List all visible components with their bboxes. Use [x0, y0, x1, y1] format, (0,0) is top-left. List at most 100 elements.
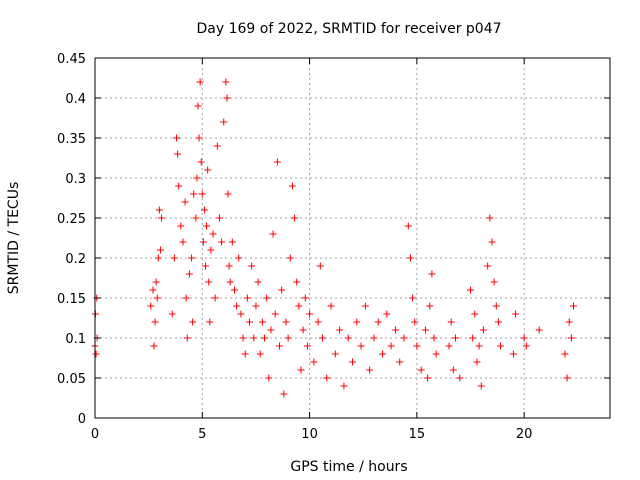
- data-point: [535, 326, 543, 334]
- data-point: [426, 302, 434, 310]
- plot-frame: [94, 57, 611, 419]
- data-point: [194, 102, 202, 110]
- data-point: [336, 326, 344, 334]
- data-point: [456, 374, 464, 382]
- data-point: [246, 318, 253, 326]
- data-point: [175, 182, 183, 190]
- data-point: [303, 342, 311, 350]
- data-point: [273, 158, 281, 166]
- data-point: [153, 294, 161, 302]
- data-point: [228, 238, 236, 246]
- x-tick-label: 20: [516, 427, 533, 442]
- data-point: [223, 94, 231, 102]
- y-tick-label: 0.45: [57, 52, 86, 67]
- data-point: [204, 166, 212, 174]
- data-point: [193, 174, 201, 182]
- data-point: [567, 334, 575, 342]
- y-tick-label: 0.25: [57, 212, 86, 227]
- ticks-layer: [94, 57, 610, 419]
- data-point: [92, 350, 100, 358]
- data-point: [361, 302, 369, 310]
- data-point: [344, 334, 352, 342]
- data-point: [316, 262, 324, 270]
- data-point: [226, 278, 234, 286]
- data-point: [179, 238, 187, 246]
- data-point: [189, 318, 197, 326]
- y-tick-label: 0: [78, 412, 86, 427]
- data-point: [202, 262, 210, 270]
- data-point: [475, 342, 483, 350]
- data-point: [291, 214, 299, 222]
- data-point: [241, 350, 249, 358]
- data-point: [492, 302, 500, 310]
- x-tick-label: 5: [198, 427, 206, 442]
- data-point: [396, 358, 404, 366]
- data-point: [199, 238, 207, 246]
- data-point: [183, 334, 191, 342]
- data-point: [284, 334, 292, 342]
- data-point: [404, 222, 412, 230]
- data-point: [280, 390, 288, 398]
- data-point: [168, 310, 176, 318]
- data-point: [314, 318, 322, 326]
- data-point: [366, 366, 374, 374]
- data-point: [256, 350, 264, 358]
- data-point: [400, 334, 408, 342]
- y-tick-label: 0.2: [65, 252, 86, 267]
- data-point: [248, 262, 256, 270]
- data-point: [310, 358, 318, 366]
- y-tick-label: 0.05: [57, 372, 86, 387]
- data-point: [570, 302, 578, 310]
- data-point: [267, 326, 275, 334]
- data-point: [306, 310, 314, 318]
- data-point: [147, 302, 155, 310]
- data-point: [263, 294, 271, 302]
- data-point: [374, 318, 382, 326]
- x-tick-label: 15: [409, 427, 426, 442]
- data-point: [237, 310, 245, 318]
- data-point: [391, 326, 399, 334]
- data-point: [209, 230, 217, 238]
- data-point: [417, 366, 425, 374]
- data-point: [150, 342, 158, 350]
- data-point: [192, 214, 200, 222]
- data-point: [497, 342, 505, 350]
- data-point: [174, 150, 182, 158]
- data-point: [151, 318, 159, 326]
- data-point: [349, 358, 356, 366]
- x-axis-label: GPS time / hours: [290, 459, 407, 475]
- data-point: [471, 310, 479, 318]
- data-point: [154, 254, 162, 262]
- data-point: [430, 334, 438, 342]
- data-point: [512, 310, 520, 318]
- y-tick-label: 0.35: [57, 132, 86, 147]
- data-point: [269, 230, 277, 238]
- y-tick-label: 0.3: [65, 172, 86, 187]
- data-point: [235, 254, 243, 262]
- data-point: [318, 334, 326, 342]
- data-point: [428, 270, 436, 278]
- data-point: [353, 318, 361, 326]
- data-point: [288, 182, 296, 190]
- data-point: [561, 350, 569, 358]
- data-point: [239, 334, 247, 342]
- data-point: [158, 214, 166, 222]
- chart-title: Day 169 of 2022, SRMTID for receiver p04…: [196, 21, 501, 37]
- data-point: [370, 334, 378, 342]
- y-tick-label: 0.4: [65, 92, 86, 107]
- data-point: [387, 342, 395, 350]
- data-point: [383, 310, 391, 318]
- data-point: [182, 294, 190, 302]
- data-point: [198, 190, 206, 198]
- data-point: [477, 382, 485, 390]
- data-point: [424, 374, 432, 382]
- data-point: [295, 302, 303, 310]
- data-point: [473, 358, 481, 366]
- data-point: [490, 278, 498, 286]
- data-point: [271, 310, 279, 318]
- data-point: [447, 318, 455, 326]
- data-point: [197, 158, 205, 166]
- data-point: [509, 350, 517, 358]
- data-point: [224, 190, 232, 198]
- data-point: [173, 134, 181, 142]
